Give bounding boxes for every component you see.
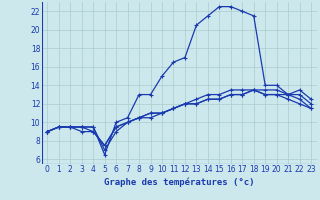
X-axis label: Graphe des températures (°c): Graphe des températures (°c) bbox=[104, 177, 254, 187]
